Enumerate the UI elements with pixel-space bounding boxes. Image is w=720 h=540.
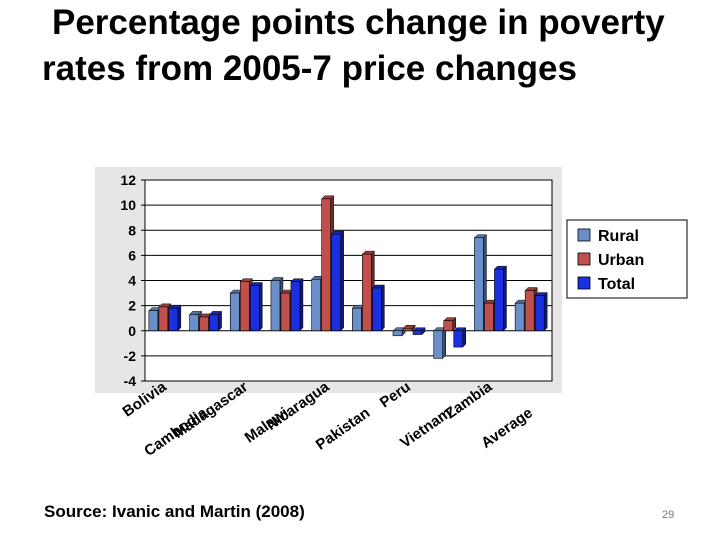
legend-label-rural: Rural: [598, 228, 639, 245]
page-number: 29: [662, 509, 675, 521]
bar-urban-vietnam: [443, 317, 457, 332]
bar-rural-vietnam: [433, 327, 447, 359]
bar-total-zambia: [493, 265, 508, 332]
y-tick-label: 8: [128, 222, 136, 238]
y-tick-label: 2: [128, 298, 136, 314]
gridlines: [141, 179, 553, 382]
y-tick-label: -4: [124, 373, 137, 389]
bar-total-nicaragua: [331, 230, 345, 332]
bar-total-cambodia: [208, 310, 223, 332]
legend-swatch-urban: [577, 252, 591, 266]
legend-label-total: Total: [598, 276, 635, 293]
bar-total-vietnam: [453, 327, 467, 348]
bar-total-malawi: [290, 278, 304, 332]
bar-total-bolivia: [168, 304, 182, 332]
slide-title-text: Percentage points change in poverty rate…: [42, 3, 665, 88]
bars: [148, 195, 548, 359]
legend-swatch-total: [577, 276, 591, 290]
legend-swatch-rural: [577, 228, 591, 242]
x-tick-label: Pakistan: [313, 404, 373, 453]
y-tick-label: 10: [120, 197, 136, 213]
bar-total-peru: [412, 327, 426, 336]
y-tick-label: 4: [128, 273, 136, 289]
y-tick-label: -2: [124, 348, 137, 364]
y-tick-labels: -4 -2 0 2 4 6 8 10 12: [120, 172, 136, 389]
x-tick-label: Average: [478, 404, 536, 452]
bar-total-madagascar: [249, 281, 263, 332]
legend: Rural Urban Total: [566, 219, 688, 299]
source-note: Source: Ivanic and Martin (2008): [44, 502, 305, 521]
legend-label-urban: Urban: [598, 252, 644, 269]
y-tick-label: 6: [128, 247, 136, 263]
bar-total-pakistan: [371, 284, 385, 332]
bar-total-average: [534, 291, 548, 332]
y-tick-label: 0: [128, 323, 136, 339]
slide-title: Percentage points change in poverty rate…: [42, 0, 682, 92]
y-tick-label: 12: [120, 172, 136, 188]
bar-urban-peru: [402, 324, 416, 332]
